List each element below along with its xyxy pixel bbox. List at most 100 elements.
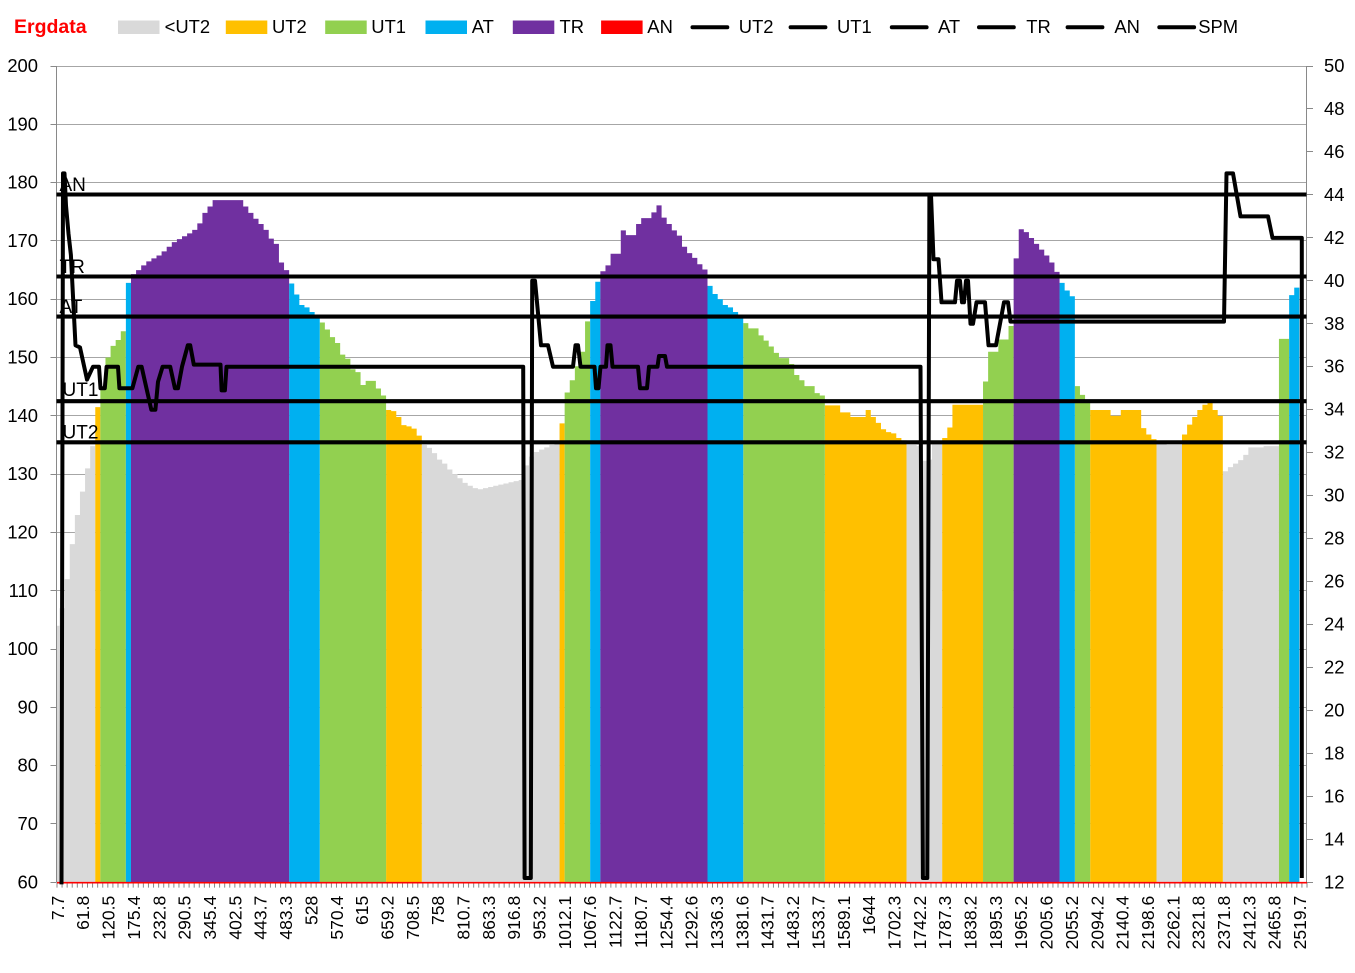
svg-text:863.3: 863.3 — [479, 896, 499, 940]
svg-text:1644: 1644 — [859, 896, 879, 935]
svg-text:160: 160 — [7, 288, 38, 309]
svg-text:14: 14 — [1324, 828, 1344, 849]
svg-text:UT2: UT2 — [272, 16, 307, 37]
svg-text:22: 22 — [1324, 657, 1344, 678]
svg-text:659.2: 659.2 — [377, 896, 397, 940]
svg-text:758: 758 — [428, 896, 448, 925]
svg-text:2262.1: 2262.1 — [1163, 896, 1183, 950]
svg-text:26: 26 — [1324, 571, 1344, 592]
svg-text:140: 140 — [7, 405, 38, 426]
svg-text:345.4: 345.4 — [200, 896, 220, 940]
svg-text:7.7: 7.7 — [48, 896, 68, 920]
svg-text:TR: TR — [1026, 16, 1051, 37]
svg-text:232.8: 232.8 — [149, 896, 169, 940]
svg-text:570.4: 570.4 — [327, 896, 347, 940]
svg-text:1589.1: 1589.1 — [834, 896, 854, 950]
svg-text:AN: AN — [1114, 16, 1140, 37]
svg-text:70: 70 — [18, 813, 38, 834]
svg-text:UT1: UT1 — [371, 16, 406, 37]
svg-text:483.3: 483.3 — [276, 896, 296, 940]
svg-text:2412.3: 2412.3 — [1239, 896, 1259, 950]
svg-text:2198.6: 2198.6 — [1138, 896, 1158, 950]
svg-text:1292.6: 1292.6 — [682, 896, 702, 950]
svg-text:1742.2: 1742.2 — [910, 896, 930, 950]
svg-text:UT1: UT1 — [63, 380, 99, 401]
svg-text:2005.6: 2005.6 — [1037, 896, 1057, 950]
svg-text:2094.2: 2094.2 — [1087, 896, 1107, 950]
svg-text:TR: TR — [60, 257, 85, 278]
svg-text:1965.2: 1965.2 — [1011, 896, 1031, 950]
svg-text:UT2: UT2 — [63, 423, 99, 444]
svg-text:TR: TR — [560, 16, 585, 37]
svg-text:20: 20 — [1324, 699, 1344, 720]
svg-text:<UT2: <UT2 — [165, 16, 210, 37]
svg-text:443.7: 443.7 — [251, 896, 271, 940]
svg-text:200: 200 — [7, 55, 38, 76]
svg-text:1381.6: 1381.6 — [732, 896, 752, 950]
svg-text:16: 16 — [1324, 785, 1344, 806]
svg-text:32: 32 — [1324, 442, 1344, 463]
svg-text:615: 615 — [352, 896, 372, 925]
svg-text:1254.4: 1254.4 — [656, 896, 676, 950]
svg-text:46: 46 — [1324, 141, 1344, 162]
svg-text:402.5: 402.5 — [225, 896, 245, 940]
svg-text:2371.8: 2371.8 — [1214, 896, 1234, 950]
svg-text:48: 48 — [1324, 98, 1344, 119]
svg-text:180: 180 — [7, 172, 38, 193]
svg-text:2519.7: 2519.7 — [1290, 896, 1310, 950]
svg-text:150: 150 — [7, 347, 38, 368]
svg-text:100: 100 — [7, 638, 38, 659]
svg-text:1012.1: 1012.1 — [555, 896, 575, 950]
svg-text:28: 28 — [1324, 528, 1344, 549]
svg-text:1483.2: 1483.2 — [783, 896, 803, 950]
svg-text:AN: AN — [60, 175, 86, 196]
svg-text:1122.7: 1122.7 — [606, 896, 626, 948]
svg-text:1838.2: 1838.2 — [961, 896, 981, 950]
svg-text:290.5: 290.5 — [175, 896, 195, 940]
svg-text:110: 110 — [9, 580, 38, 601]
svg-text:Ergdata: Ergdata — [14, 16, 87, 38]
svg-text:2055.2: 2055.2 — [1062, 896, 1082, 950]
svg-text:SPM: SPM — [1198, 16, 1238, 37]
svg-text:90: 90 — [18, 696, 38, 717]
svg-text:1067.6: 1067.6 — [580, 896, 600, 950]
svg-text:AN: AN — [647, 16, 673, 37]
svg-text:12: 12 — [1324, 871, 1344, 892]
svg-text:2465.8: 2465.8 — [1265, 896, 1285, 950]
svg-text:42: 42 — [1324, 227, 1344, 248]
svg-text:38: 38 — [1324, 313, 1344, 334]
svg-text:2321.8: 2321.8 — [1189, 896, 1209, 950]
svg-text:AT: AT — [938, 16, 960, 37]
svg-text:708.5: 708.5 — [403, 896, 423, 940]
svg-text:30: 30 — [1324, 485, 1344, 506]
svg-text:1431.7: 1431.7 — [758, 896, 778, 950]
svg-text:1336.3: 1336.3 — [707, 896, 727, 950]
svg-text:61.8: 61.8 — [73, 896, 93, 930]
svg-text:AT: AT — [472, 16, 494, 37]
svg-text:24: 24 — [1324, 614, 1344, 635]
svg-text:34: 34 — [1324, 399, 1344, 420]
svg-text:1180.7: 1180.7 — [631, 896, 651, 948]
svg-text:916.8: 916.8 — [504, 896, 524, 940]
svg-text:170: 170 — [7, 230, 38, 251]
svg-text:1895.3: 1895.3 — [986, 896, 1006, 950]
svg-text:44: 44 — [1324, 184, 1344, 205]
svg-text:2140.4: 2140.4 — [1113, 896, 1133, 950]
svg-text:120.5: 120.5 — [99, 896, 119, 940]
svg-text:50: 50 — [1324, 55, 1344, 76]
svg-text:190: 190 — [7, 113, 38, 134]
svg-text:36: 36 — [1324, 356, 1344, 377]
svg-text:80: 80 — [18, 755, 38, 776]
svg-text:810.7: 810.7 — [454, 896, 474, 940]
svg-text:953.2: 953.2 — [530, 896, 550, 940]
svg-text:528: 528 — [301, 896, 321, 925]
svg-text:1533.7: 1533.7 — [808, 896, 828, 950]
svg-text:1787.3: 1787.3 — [935, 896, 955, 950]
svg-text:UT1: UT1 — [837, 16, 872, 37]
svg-text:AT: AT — [60, 297, 83, 318]
svg-text:UT2: UT2 — [739, 16, 774, 37]
svg-text:175.4: 175.4 — [124, 896, 144, 940]
svg-text:40: 40 — [1324, 270, 1344, 291]
svg-text:18: 18 — [1324, 742, 1344, 763]
svg-text:120: 120 — [7, 522, 38, 543]
